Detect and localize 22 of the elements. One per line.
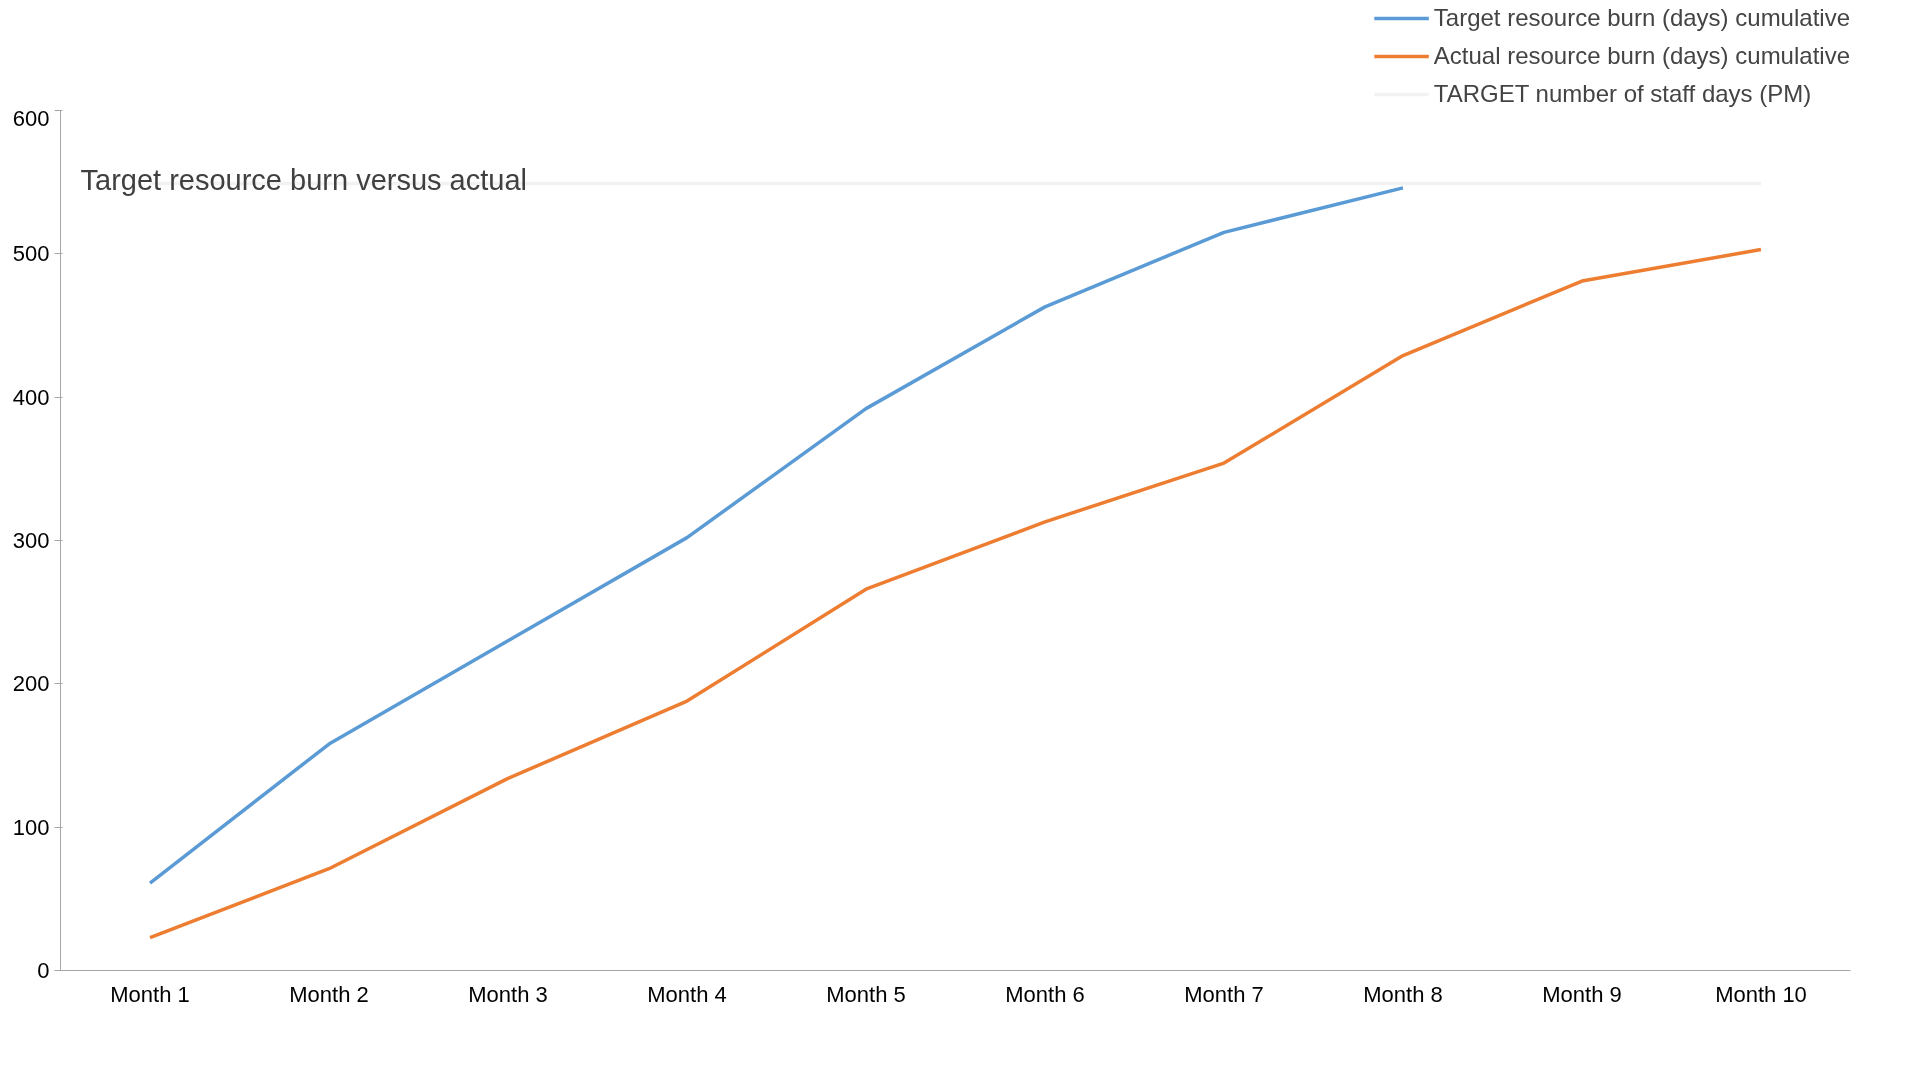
x-tick-label: Month 6 (1005, 981, 1085, 1007)
text: Target resource burn versus actual (80, 163, 527, 196)
x-tick-label: Month 2 (289, 981, 369, 1007)
x-tick-label: Month 9 (1542, 981, 1622, 1007)
y-tick-label: 500 (12, 241, 50, 267)
x-tick-label: Month 10 (1715, 981, 1807, 1007)
legend-label: Target resource burn (days) cumulative (1433, 3, 1850, 33)
x-tick-label: Month 7 (1184, 981, 1264, 1007)
x-tick-label: Month 1 (110, 981, 190, 1007)
legend-label: TARGET number of staff days (PM) (1433, 79, 1812, 109)
legend-label: Actual resource burn (days) cumulative (1433, 41, 1850, 71)
y-tick-label: 100 (12, 814, 50, 840)
y-tick-label: 0 (37, 958, 50, 983)
y-tick-label: 400 (12, 384, 50, 410)
y-tick-label: 200 (12, 671, 50, 697)
line-series (148, 247, 1763, 940)
x-tick-label: Month 5 (826, 981, 906, 1007)
x-tick-label: Month 3 (468, 981, 548, 1007)
x-tick-label: Month 8 (1363, 981, 1443, 1007)
x-tick-label: Month 4 (647, 981, 727, 1007)
y-tick-label: 600 (12, 105, 50, 131)
y-tick-label: 300 (12, 528, 50, 553)
